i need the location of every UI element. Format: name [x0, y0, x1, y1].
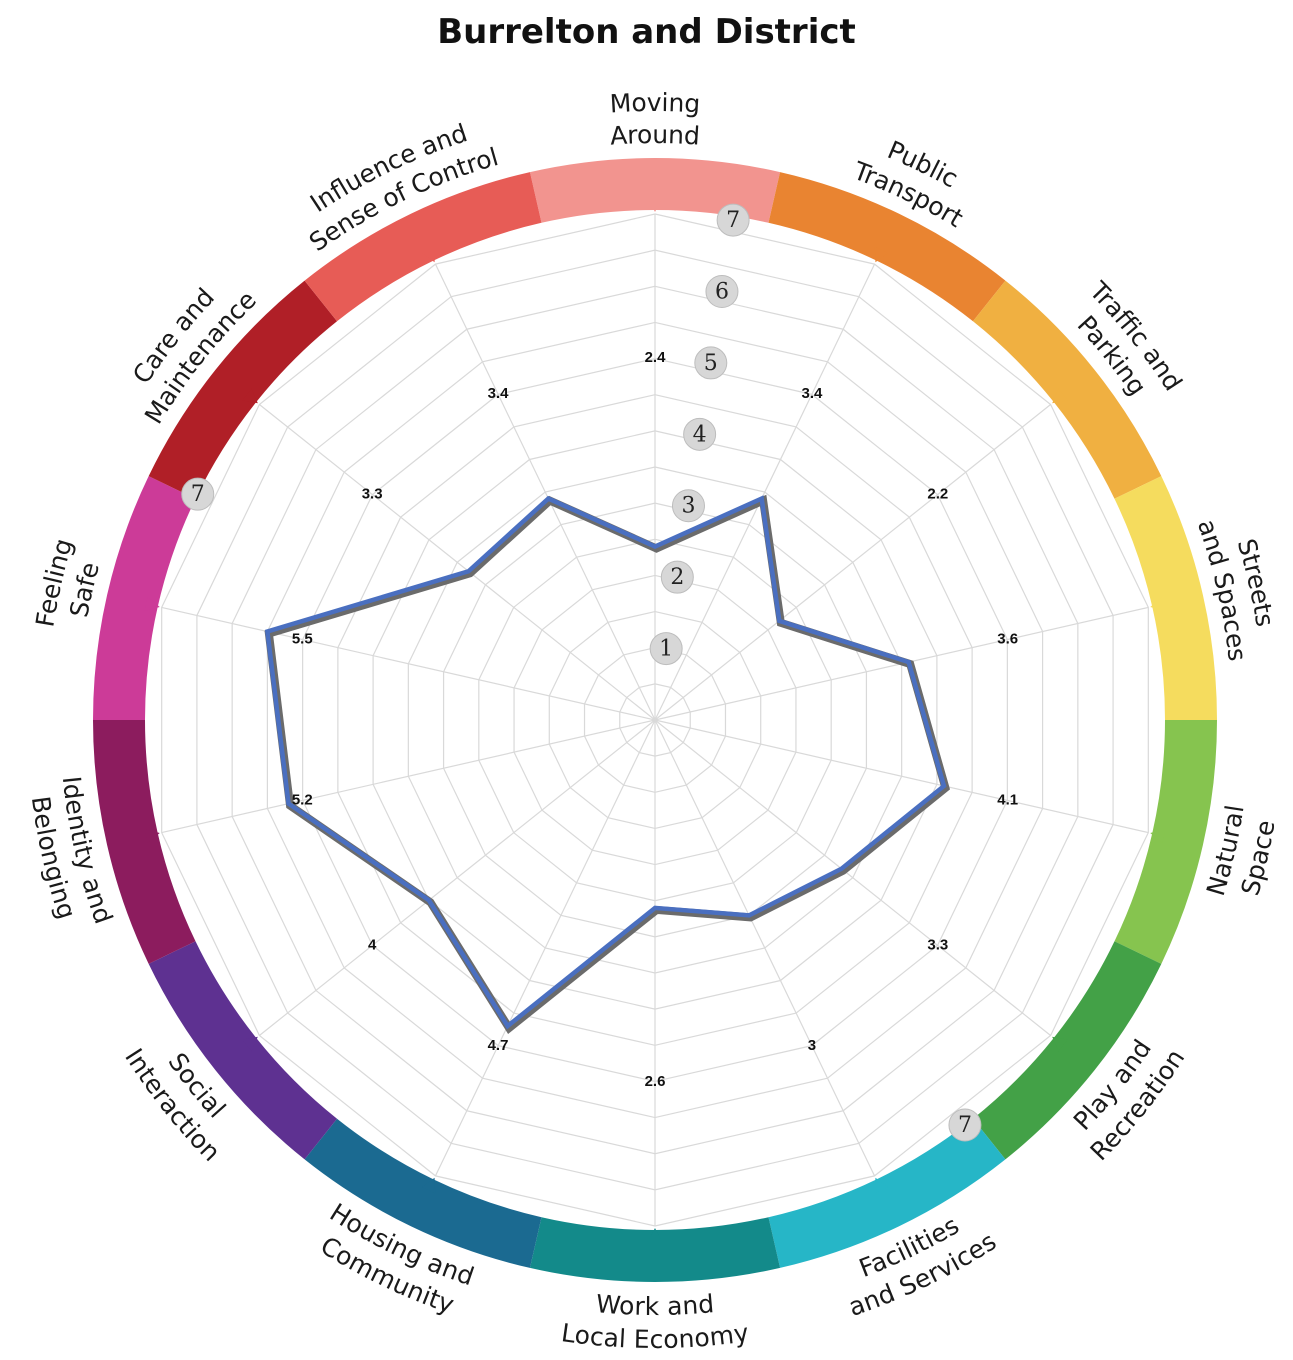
- ring-pointer-moving-around: [647, 198, 663, 212]
- value-label-public-transport: 3.4: [802, 385, 824, 402]
- scale-marker-1: 1: [649, 632, 683, 666]
- ring-segment-public-transport: [768, 172, 1006, 322]
- svg-text:4: 4: [693, 422, 707, 447]
- series-layer: [264, 494, 951, 1035]
- data-point-work-and-local-economy: [653, 906, 657, 910]
- ring-segment-influence-and-sense-of-control: [304, 172, 542, 322]
- value-label-moving-around: 2.4: [645, 349, 667, 366]
- value-label-facilities-and-services: 3: [808, 1037, 816, 1054]
- svg-text:7: 7: [958, 1113, 972, 1138]
- scale-markers: 1 2 3 4 5 6 7 7 7: [181, 203, 982, 1142]
- ring-pointer-streets-and-spaces: [1150, 596, 1166, 611]
- ring-pointer-work-and-local-economy: [647, 1228, 663, 1242]
- ring-segment-natural-space: [1114, 720, 1217, 964]
- data-point-care-and-maintenance: [466, 569, 470, 573]
- ring-segment-care-and-maintenance: [148, 280, 338, 499]
- ring-segment-social-interaction: [148, 941, 338, 1160]
- grid-spoke: [161, 606, 656, 721]
- value-label-play-and-recreation: 3.3: [927, 937, 948, 954]
- ring-segment-feeling-safe: [93, 476, 196, 720]
- scale-marker-6: 6: [705, 274, 739, 308]
- ring-pointer-housing-and-community: [421, 1177, 436, 1194]
- ring-segment-moving-around: [529, 158, 781, 223]
- grid-spoke: [259, 719, 656, 1036]
- grid-spoke: [434, 263, 656, 721]
- ring-pointer-traffic-and-parking: [1052, 388, 1068, 404]
- ring-segment-play-and-recreation: [972, 941, 1162, 1160]
- value-label-influence-and-sense-of-control: 3.4: [488, 385, 510, 402]
- value-label-traffic-and-parking: 2.2: [927, 485, 948, 502]
- value-label-care-and-maintenance: 3.3: [362, 485, 383, 502]
- value-label-identity-and-belonging: 5.2: [292, 791, 313, 808]
- scale-marker-7-left: 7: [181, 477, 215, 511]
- ring-pointer-social-interaction: [242, 1036, 258, 1052]
- svg-text:6: 6: [715, 279, 729, 304]
- value-label-work-and-local-economy: 2.6: [645, 1073, 666, 1090]
- scale-marker-4: 4: [683, 417, 717, 451]
- color-ring: [93, 158, 1217, 1282]
- scale-marker-7: 7: [716, 203, 750, 237]
- data-point-influence-and-sense-of-control: [546, 497, 550, 501]
- value-label-housing-and-community: 4.7: [488, 1037, 509, 1054]
- ring-pointer-play-and-recreation: [1052, 1036, 1068, 1052]
- data-point-facilities-and-services: [747, 913, 751, 917]
- data-point-public-transport: [760, 497, 764, 501]
- grid-spoke: [434, 719, 656, 1177]
- ring-pointer-facilities-and-services: [874, 1177, 889, 1194]
- ring-pointer-feeling-safe: [144, 596, 160, 611]
- data-point-natural-space: [942, 784, 946, 788]
- ring-pointer-identity-and-belonging: [144, 829, 160, 844]
- grid-spoke: [161, 719, 656, 834]
- ring-segment-work-and-local-economy: [529, 1217, 781, 1282]
- scale-marker-5: 5: [694, 346, 728, 380]
- scale-marker-3: 3: [671, 489, 705, 523]
- data-point-identity-and-belonging: [287, 802, 291, 806]
- data-point-traffic-and-parking: [777, 619, 781, 623]
- ring-pointer-natural-space: [1150, 829, 1166, 844]
- grid-spoke: [654, 404, 1051, 721]
- chart-title: Burrelton and District: [437, 12, 856, 52]
- grid-spoke: [654, 719, 1051, 1036]
- ring-pointer-influence-and-sense-of-control: [421, 246, 436, 263]
- category-label-moving-around: Around: [609, 120, 701, 151]
- ring-segment-identity-and-belonging: [93, 720, 196, 964]
- data-point-moving-around: [653, 545, 657, 549]
- data-point-play-and-recreation: [840, 867, 844, 871]
- data-point-streets-and-spaces: [907, 660, 911, 664]
- ring-segment-streets-and-spaces: [1114, 476, 1217, 720]
- data-point-feeling-safe: [265, 630, 269, 634]
- svg-text:2: 2: [670, 565, 684, 590]
- svg-text:7: 7: [726, 208, 740, 233]
- grid-spoke: [259, 404, 656, 721]
- ring-segment-housing-and-community: [304, 1118, 542, 1268]
- svg-text:1: 1: [659, 637, 673, 662]
- ring-pointer-public-transport: [874, 246, 889, 263]
- value-label-feeling-safe: 5.5: [292, 630, 313, 647]
- value-labels: 2.4 3.4 2.2 3.6 4.1 3.3 3 2.6 4.7 4 5.2 5.5 3.3 3.4: [292, 349, 1018, 1090]
- grid-spoke: [654, 263, 876, 721]
- category-label-work-and-local-economy: Work and: [595, 1289, 715, 1321]
- scale-marker-7-lower-right: 7: [948, 1108, 982, 1142]
- ring-pointer-care-and-maintenance: [242, 388, 258, 404]
- value-label-streets-and-spaces: 3.6: [997, 630, 1018, 647]
- ring-segment-traffic-and-parking: [972, 280, 1162, 499]
- category-label-moving-around: Moving: [609, 88, 701, 119]
- svg-text:5: 5: [704, 351, 718, 376]
- scale-marker-2: 2: [660, 560, 694, 594]
- category-label-work-and-local-economy: Local Economy: [560, 1318, 751, 1354]
- value-label-natural-space: 4.1: [997, 791, 1018, 808]
- grid-spoke: [654, 719, 876, 1177]
- svg-text:7: 7: [191, 482, 205, 507]
- grid-spoke: [654, 719, 1149, 834]
- data-point-social-interaction: [427, 898, 431, 902]
- svg-text:3: 3: [681, 494, 695, 519]
- data-point-housing-and-community: [506, 1024, 510, 1028]
- ring-segment-facilities-and-services: [768, 1118, 1006, 1268]
- value-label-social-interaction: 4: [368, 937, 377, 954]
